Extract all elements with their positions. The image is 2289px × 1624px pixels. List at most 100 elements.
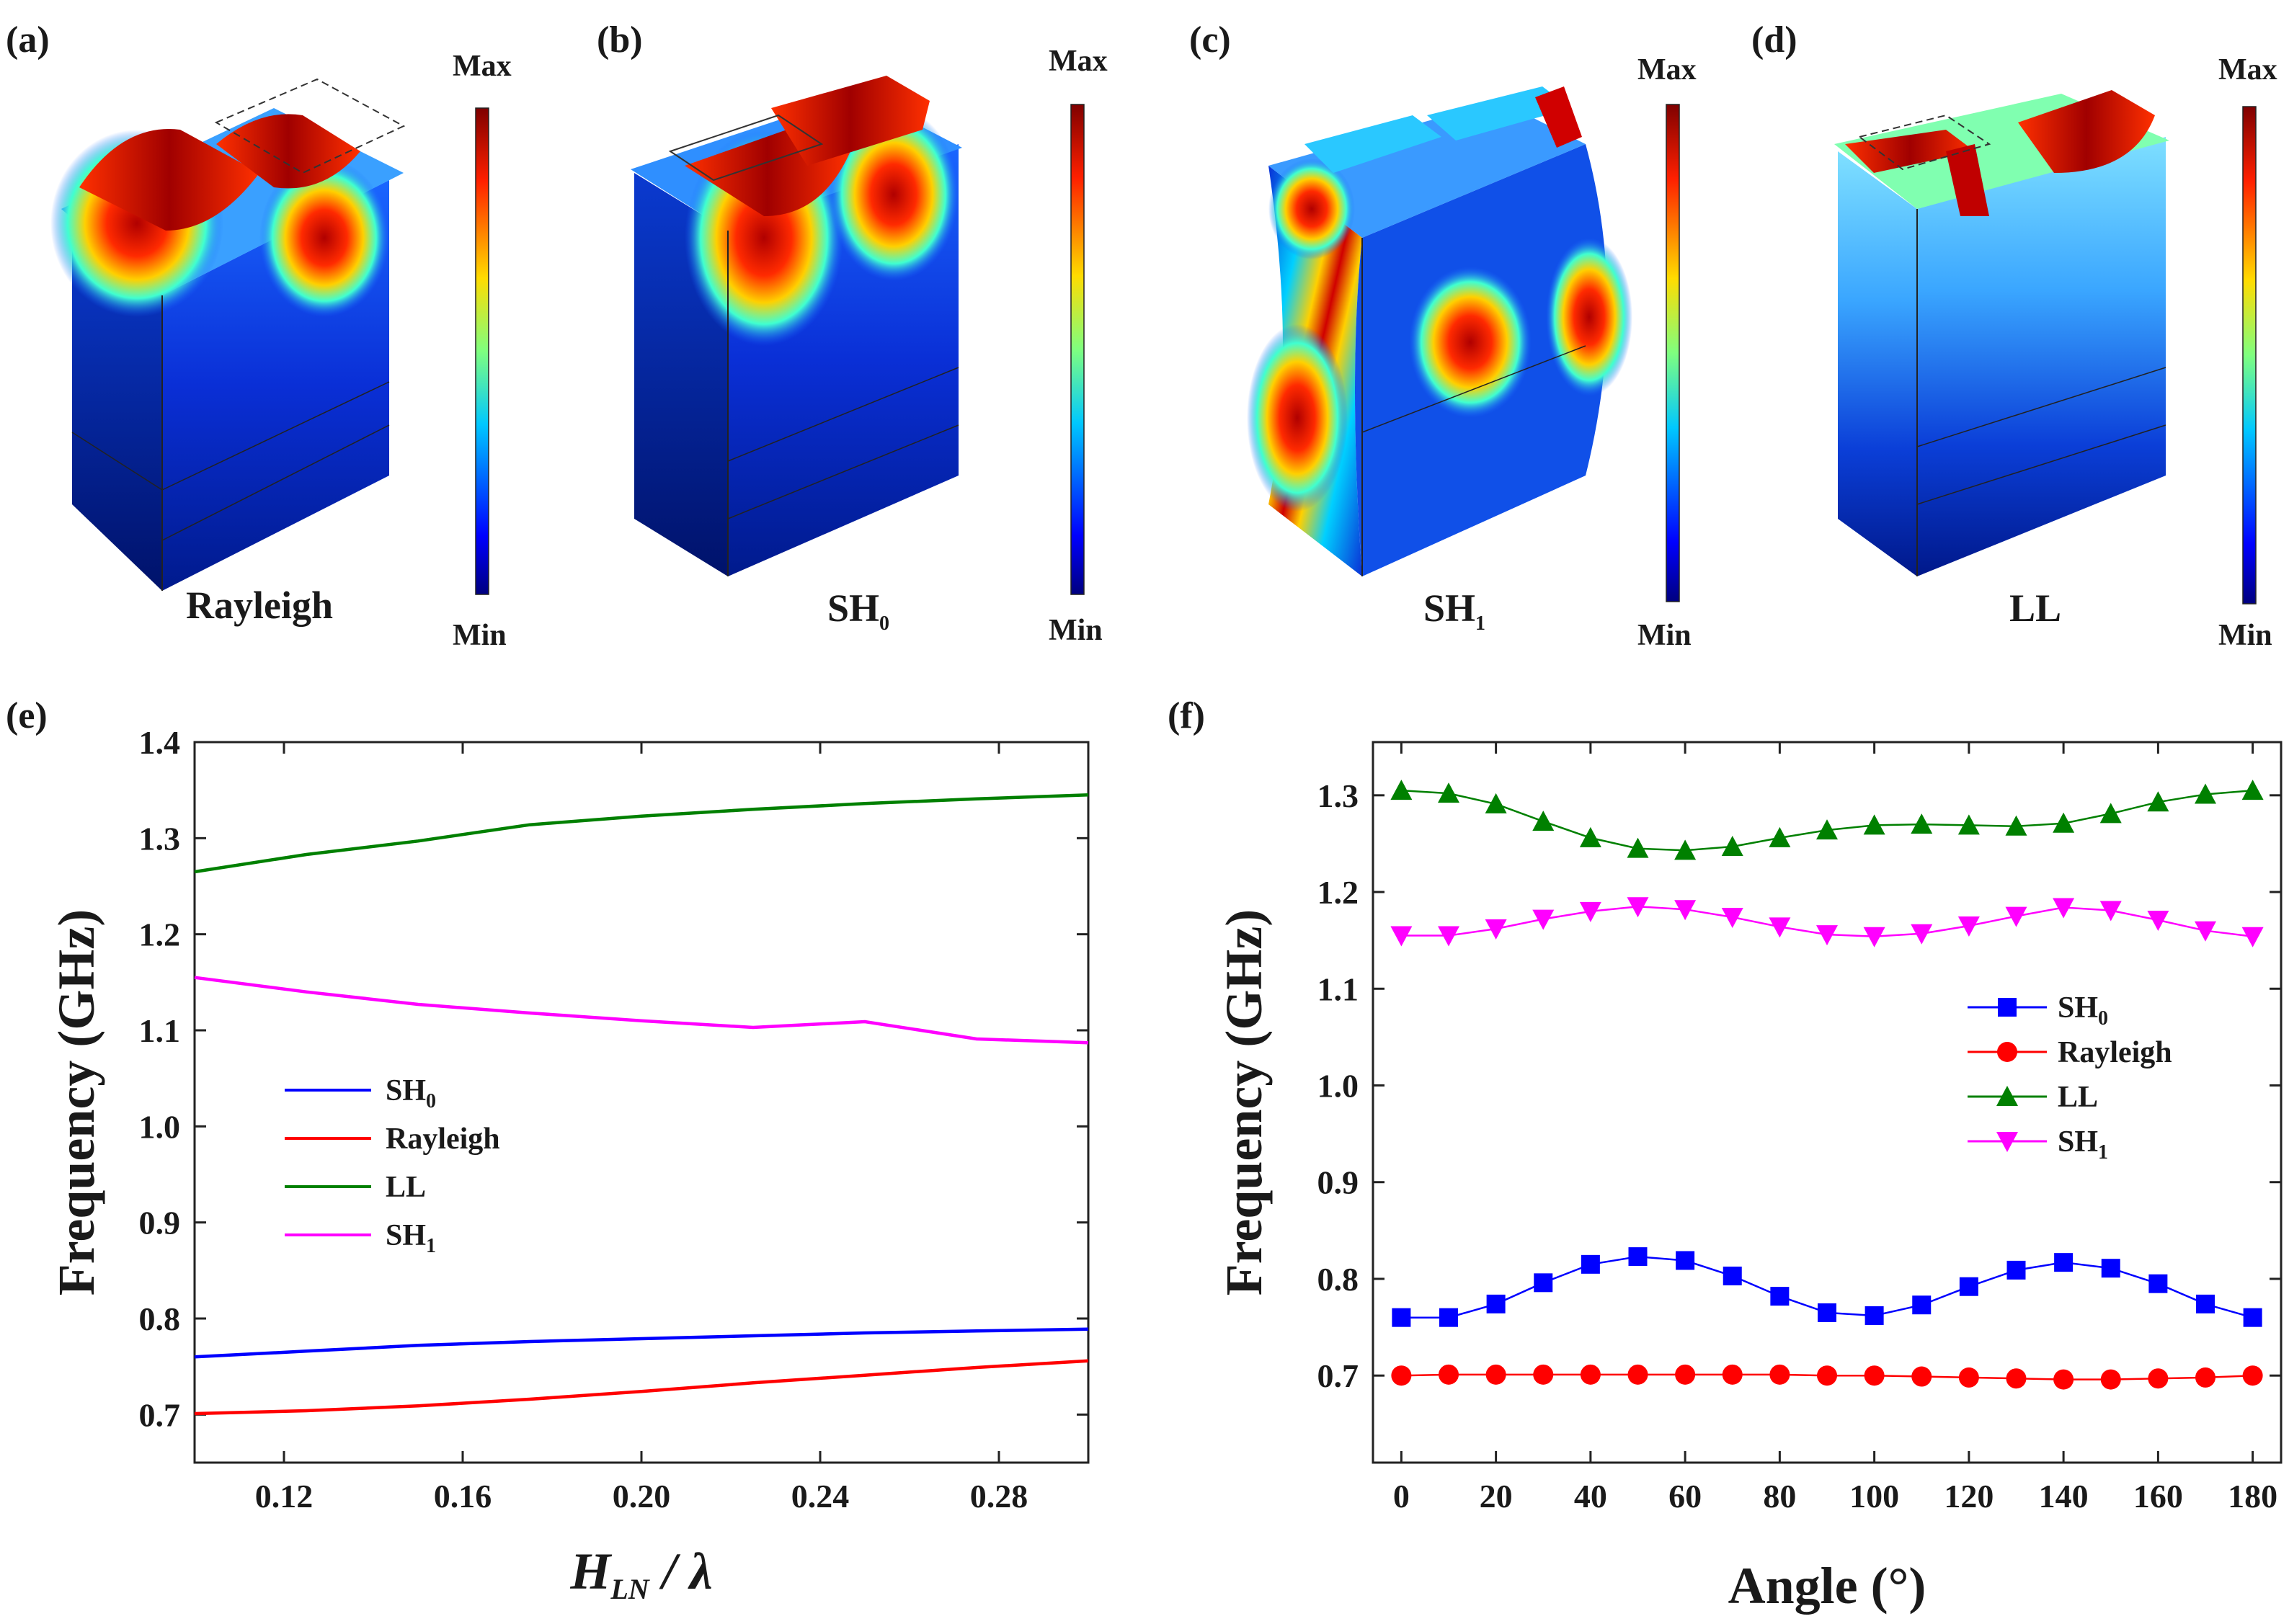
series-line-rayleigh — [194, 1359, 1089, 1416]
block-front — [1917, 137, 2166, 576]
plot-frame — [193, 741, 1090, 1464]
point-sh0 — [1770, 1287, 1790, 1306]
point-sh0 — [2054, 1253, 2074, 1272]
point-ll — [1627, 837, 1649, 858]
point-ll — [1769, 826, 1791, 847]
point-ll — [1957, 814, 1980, 835]
point-sh0 — [1723, 1266, 1742, 1285]
y-axis-label: Frequency (GHz) — [48, 909, 105, 1296]
y-tick-label: 1.0 — [139, 1108, 181, 1145]
point-ll — [2053, 812, 2075, 833]
point-sh0 — [1581, 1254, 1600, 1274]
point-sh0 — [1912, 1295, 1932, 1315]
electrode-outline — [214, 78, 406, 174]
panel-c: (c) SH1 Max Min — [1189, 19, 1697, 652]
point-rayleigh — [1627, 1364, 1648, 1385]
point-rayleigh — [2195, 1367, 2215, 1388]
point-sh1 — [1438, 926, 1459, 947]
point-ll — [1721, 835, 1743, 856]
y-tick-label: 1.3 — [139, 820, 181, 857]
point-rayleigh — [1911, 1366, 1932, 1387]
point-sh1 — [1532, 909, 1555, 930]
point-sh1 — [2099, 901, 2122, 922]
colorbar-min: Min — [1049, 614, 1103, 647]
y-tick-label: 0.7 — [139, 1396, 181, 1433]
panel-b: (b) SH0 Max Min — [597, 19, 1108, 647]
point-ll — [1579, 826, 1601, 847]
axis-ticks: 0 20 40 60 80 100 120 140 160 180 0.7 0.8 0.9 1.0 1.1 1… — [1317, 742, 2281, 1514]
point-sh1 — [2195, 921, 2216, 942]
colorbar-max: Max — [1637, 53, 1697, 86]
electrode-ridge — [771, 76, 930, 166]
electrode-ridge — [1946, 144, 1989, 216]
point-sh1 — [1863, 927, 1885, 947]
point-rayleigh — [1533, 1364, 1554, 1385]
colorbar-min: Min — [1637, 619, 1692, 652]
y-tick-label: 0.8 — [1317, 1261, 1359, 1298]
point-ll — [1438, 782, 1459, 803]
field-hotspot — [1546, 238, 1632, 396]
point-sh0 — [1628, 1247, 1648, 1267]
x-tick-label: 40 — [1574, 1478, 1607, 1514]
point-sh1 — [1957, 916, 1980, 937]
mode-label-b: SH0 — [827, 586, 889, 635]
legend-label-sh1: SH1 — [2058, 1125, 2108, 1164]
colorbar-max: Max — [453, 50, 512, 83]
legend-label-ll: LL — [2058, 1081, 2098, 1114]
panel-label-c: (c) — [1189, 19, 1231, 61]
y-tick-label: 0.9 — [139, 1205, 181, 1241]
x-tick-label: 180 — [2228, 1478, 2277, 1514]
point-sh0 — [1676, 1251, 1695, 1270]
y-tick-label: 1.2 — [139, 916, 181, 953]
legend-label-sh0: SH0 — [386, 1074, 436, 1112]
point-ll — [2195, 783, 2216, 804]
legend-marker-ll — [1996, 1086, 2018, 1106]
point-sh0 — [2196, 1294, 2215, 1313]
point-sh1 — [1721, 907, 1743, 928]
x-axis-label: HLN / λ — [569, 1543, 712, 1605]
point-ll — [2099, 803, 2122, 824]
electrode-ridge — [1535, 86, 1582, 148]
x-tick-label: 0.16 — [434, 1478, 492, 1514]
point-ll — [1863, 814, 1885, 835]
x-tick-label: 120 — [1944, 1478, 1994, 1514]
x-tick-label: 20 — [1480, 1478, 1513, 1514]
colorbar-min: Min — [453, 619, 507, 652]
point-rayleigh — [2148, 1368, 2169, 1389]
edge-line — [727, 424, 959, 519]
x-tick-label: 0 — [1393, 1478, 1410, 1514]
series-group — [1390, 780, 2264, 1390]
mode-label-a: Rayleigh — [186, 584, 333, 627]
point-ll — [2241, 780, 2264, 800]
legend-label-sh0: SH0 — [2058, 991, 2108, 1030]
field-hotspot — [1409, 267, 1532, 418]
chart-f: (f) 0 20 40 60 80 100 120 140 160 180 0.7 0.8 0.9 1.0… — [1168, 695, 2283, 1615]
point-rayleigh — [1817, 1365, 1837, 1386]
electrode-outline — [668, 114, 824, 182]
point-ll — [1674, 839, 1697, 860]
colorbar — [1666, 104, 1680, 602]
edge-line — [1916, 424, 2166, 505]
point-sh1 — [2147, 910, 2169, 931]
point-rayleigh — [2242, 1365, 2263, 1386]
point-rayleigh — [1958, 1367, 1979, 1388]
x-tick-label: 60 — [1668, 1478, 1702, 1514]
point-sh1 — [1390, 926, 1413, 947]
panel-a: (a) Rayleigh Max Min — [6, 19, 512, 652]
point-sh1 — [1485, 919, 1507, 940]
x-tick-label: 100 — [1849, 1478, 1899, 1514]
series-line-sh0 — [194, 1327, 1089, 1359]
legend-label-ll: LL — [386, 1171, 426, 1204]
panel-label-f: (f) — [1168, 695, 1205, 736]
point-rayleigh — [1769, 1364, 1790, 1385]
legend-label-sh1: SH1 — [386, 1219, 436, 1257]
colorbar-min: Min — [2218, 619, 2272, 652]
x-tick-label: 160 — [2133, 1478, 2183, 1514]
mode-label-c: SH1 — [1423, 586, 1485, 635]
panel-label-b: (b) — [597, 19, 643, 61]
edge-line — [161, 424, 390, 541]
panel-label-a: (a) — [6, 19, 50, 61]
colorbar-max: Max — [1049, 45, 1108, 78]
chart-e: (e) 0.12 0.16 0.20 0.24 0.28 0.7 0.8 0.9 1.0 1.1 1… — [6, 695, 1090, 1605]
